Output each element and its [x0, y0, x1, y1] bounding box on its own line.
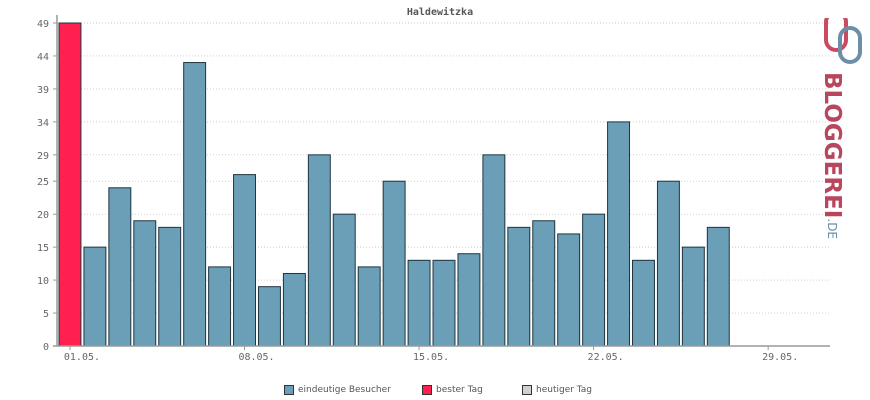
x-tick-label: 08.05.	[238, 352, 274, 363]
x-tick-label: 15.05.	[413, 352, 449, 363]
bar-visitors	[457, 253, 481, 347]
bar-visitors	[382, 180, 406, 347]
bar-visitors	[307, 154, 331, 347]
x-tick-label: 29.05.	[762, 352, 798, 363]
bar-visitors	[233, 174, 256, 347]
y-tick-label: 39	[37, 85, 49, 96]
bar-visitors	[357, 266, 381, 347]
bar-visitors	[656, 180, 680, 347]
bar-visitors	[507, 226, 531, 347]
bar-visitors	[158, 226, 182, 347]
legend-item-best: bester Tag	[422, 385, 483, 395]
legend-swatch-best	[422, 385, 432, 395]
y-tick-label: 20	[37, 210, 49, 221]
legend-label-today: heutiger Tag	[536, 385, 593, 395]
legend-label-visitors: eindeutige Besucher	[298, 385, 391, 395]
bar-visitors	[282, 272, 306, 347]
bar-visitors	[607, 121, 631, 347]
bar-visitors	[332, 213, 356, 347]
y-tick-label: 10	[37, 276, 49, 287]
bar-visitors	[582, 213, 606, 347]
x-tick-label: 01.05.	[64, 352, 100, 363]
bar-visitors	[257, 286, 281, 347]
bar-visitors	[432, 259, 456, 347]
axes: 0 5 10 15 20 25 29 34 39 44 49 01.05. 08.05. 15.05. 22…	[37, 15, 830, 363]
bar-visitors	[482, 154, 506, 347]
bar-visitors	[532, 220, 556, 347]
logo-suffix: .DE	[825, 218, 839, 240]
bar-visitors	[108, 187, 132, 347]
bars	[58, 22, 730, 347]
legend-item-today: heutiger Tag	[522, 385, 592, 395]
bar-visitors	[83, 246, 107, 347]
legend-swatch-visitors	[284, 385, 294, 395]
bar-visitors	[632, 259, 655, 347]
y-tick-label: 5	[43, 309, 49, 320]
legend-item-visitors: eindeutige Besucher	[284, 385, 391, 395]
x-tick-label: 22.05.	[588, 352, 624, 363]
legend: eindeutige Besucher bester Tag heutiger …	[0, 385, 870, 399]
y-tick-label: 49	[37, 19, 49, 30]
logo-wordmark: BLOGGEREI	[819, 72, 845, 219]
bar-visitors	[681, 246, 705, 347]
y-tick-label: 34	[37, 118, 49, 129]
bar-visitors	[183, 62, 207, 347]
bar-visitors	[407, 259, 431, 347]
bar-visitors	[557, 233, 581, 347]
bar-visitors	[208, 266, 232, 347]
bar-best-day	[58, 22, 82, 347]
y-tick-label: 44	[37, 52, 49, 63]
y-tick-label: 25	[37, 177, 49, 188]
y-tick-label: 29	[37, 151, 49, 162]
y-tick-label: 0	[43, 342, 49, 353]
y-tick-label: 15	[37, 243, 49, 254]
bar-visitors	[133, 220, 157, 347]
legend-swatch-today	[522, 385, 532, 395]
legend-label-best: bester Tag	[436, 385, 483, 395]
bloggerei-logo-icon	[824, 18, 862, 64]
chart-title: Haldewitzka	[407, 6, 473, 18]
bar-visitors	[706, 226, 730, 347]
bloggerei-logo-text: BLOGGEREI.DE	[819, 72, 845, 239]
